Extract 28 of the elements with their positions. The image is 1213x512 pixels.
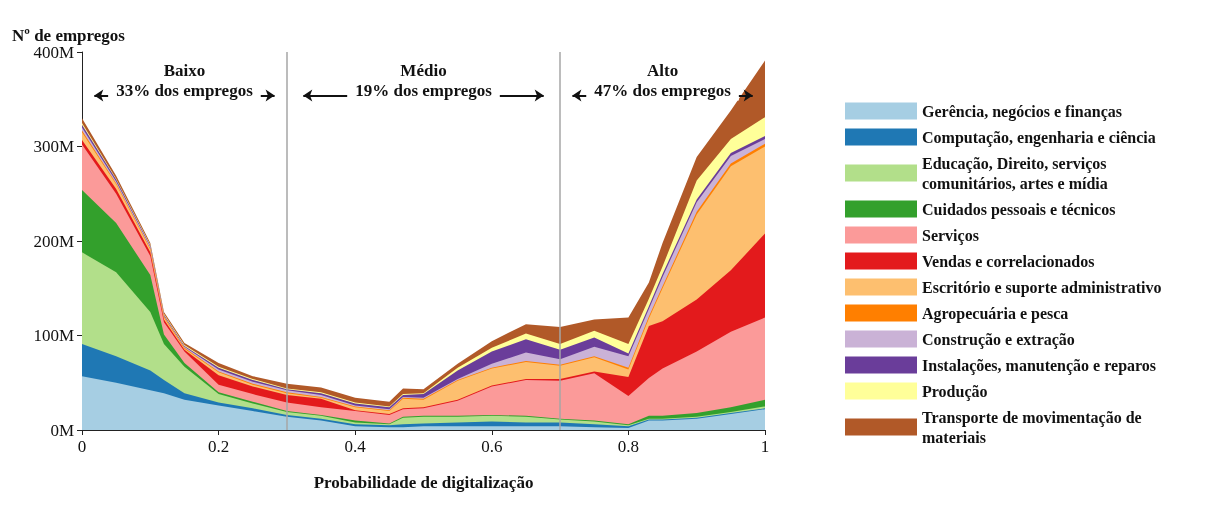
legend-label: Transporte de movimentação de materiais: [922, 408, 1146, 446]
annotation: Médio 19% dos empregos: [355, 60, 493, 100]
y-tick-label: 100M: [33, 326, 74, 345]
legend-label: Produção: [922, 382, 988, 401]
legend-label: Gerência, negócios e finanças: [922, 102, 1122, 121]
legend-label: Escritório e suporte administrativo: [922, 278, 1162, 297]
y-tick-label: 0M: [50, 420, 74, 440]
x-tick-label: 1: [760, 437, 770, 456]
legend-label: Vendas e correlacionados: [922, 252, 1095, 270]
y-tick-label: 400M: [33, 42, 74, 62]
x-tick-label: 0: [77, 437, 87, 456]
legend-label: Computação, engenharia e ciência: [922, 128, 1156, 147]
x-tick-label: 0.8: [617, 437, 640, 456]
legend-label: Agropecuária e pesca: [922, 304, 1069, 323]
y-tick-label: 300M: [33, 137, 74, 156]
y-axis-title: Nº de empregos: [12, 25, 126, 45]
legend-label: Serviços: [922, 226, 979, 245]
annotation: Alto 47% dos empregos: [594, 60, 732, 100]
x-tick-label: 0.6: [481, 437, 503, 456]
x-axis-title: Probabilidade de digitalização: [313, 473, 534, 492]
legend-label: Cuidados pessoais e técnicos: [922, 200, 1116, 219]
y-tick-label: 200M: [33, 231, 74, 251]
legend-label: Construção e extração: [922, 330, 1075, 349]
x-tick-label: 0.2: [207, 437, 230, 456]
annotation: Baixo 33% dos empregos: [116, 60, 254, 100]
legend-label: Instalações, manutenção e reparos: [922, 356, 1157, 375]
legend-label: Educação, Direito, serviços comunitários, artes e mídia: [922, 154, 1111, 192]
x-tick-label: 0.4: [344, 437, 367, 456]
